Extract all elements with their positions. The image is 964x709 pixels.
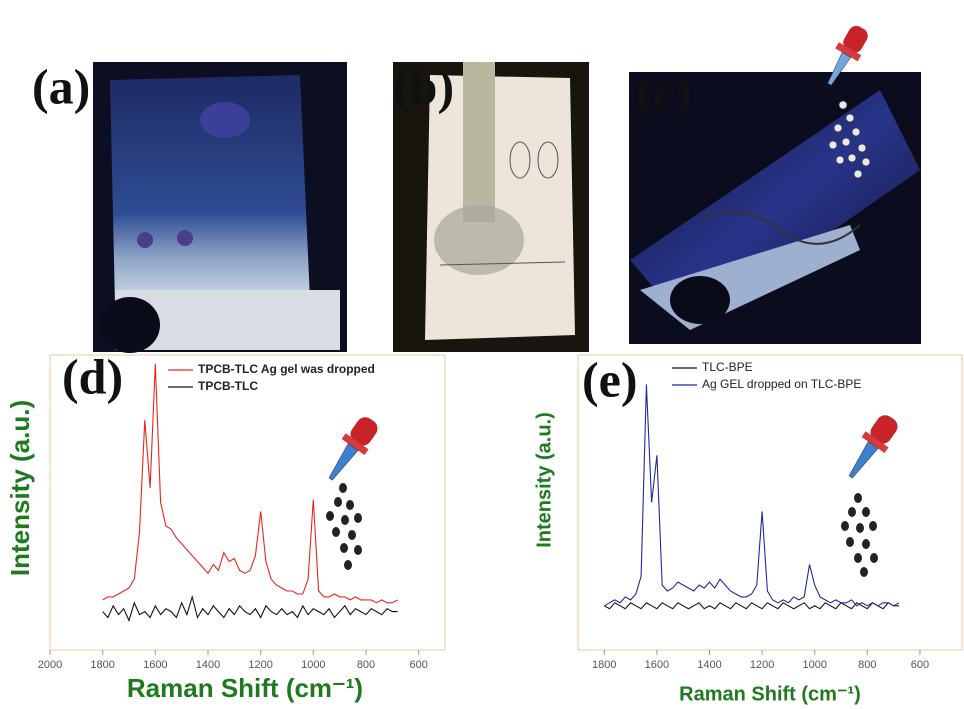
plot-frame <box>49 354 446 651</box>
x-tick-label: 2000 <box>38 659 62 671</box>
x-tick-label: 1800 <box>592 659 616 671</box>
photo-b <box>393 62 589 352</box>
y-axis-label: Intensity (a.u.) <box>533 412 555 548</box>
y-axis-label: Intensity (a.u.) <box>5 400 35 576</box>
x-tick-label: 1600 <box>645 659 669 671</box>
x-tick-label: 1600 <box>143 659 167 671</box>
x-tick-label: 600 <box>911 659 929 671</box>
spectrum-line <box>102 363 398 604</box>
x-tick-label: 1000 <box>301 659 325 671</box>
panel-label: (d) <box>62 348 123 404</box>
spectrum-line <box>604 384 900 607</box>
droplets <box>841 493 878 577</box>
spectrum-line <box>604 602 899 610</box>
dropper-icon <box>848 415 898 479</box>
panel-label: (e) <box>582 351 638 407</box>
droplets <box>828 100 871 179</box>
legend-label: TPCB-TLC Ag gel was dropped <box>198 362 375 376</box>
plot-frame <box>577 354 963 651</box>
dropper-icon <box>328 417 378 481</box>
x-tick-label: 800 <box>858 659 876 671</box>
droplets <box>326 483 362 570</box>
panel-label: (a) <box>32 58 90 114</box>
x-tick-label: 1200 <box>248 659 272 671</box>
x-axis-label: Raman Shift (cm⁻¹) <box>679 683 861 705</box>
panel-label: (b) <box>393 58 454 114</box>
x-tick-label: 1800 <box>90 659 114 671</box>
x-tick-label: 1000 <box>802 659 826 671</box>
x-tick-label: 1400 <box>697 659 721 671</box>
x-tick-label: 1200 <box>750 659 774 671</box>
x-tick-label: 800 <box>357 659 375 671</box>
dropper-icon <box>827 25 868 86</box>
photo-a <box>93 62 347 353</box>
x-tick-label: 1400 <box>196 659 220 671</box>
photo-c <box>629 72 921 344</box>
x-axis-label: Raman Shift (cm⁻¹) <box>127 673 363 703</box>
legend-label: TPCB-TLC <box>198 379 258 393</box>
legend-label: TLC-BPE <box>702 360 753 374</box>
panel-label: (c) <box>636 64 692 120</box>
legend-label: Ag GEL dropped on TLC-BPE <box>702 377 861 391</box>
spectrum-line <box>102 594 398 623</box>
x-tick-label: 600 <box>409 659 427 671</box>
